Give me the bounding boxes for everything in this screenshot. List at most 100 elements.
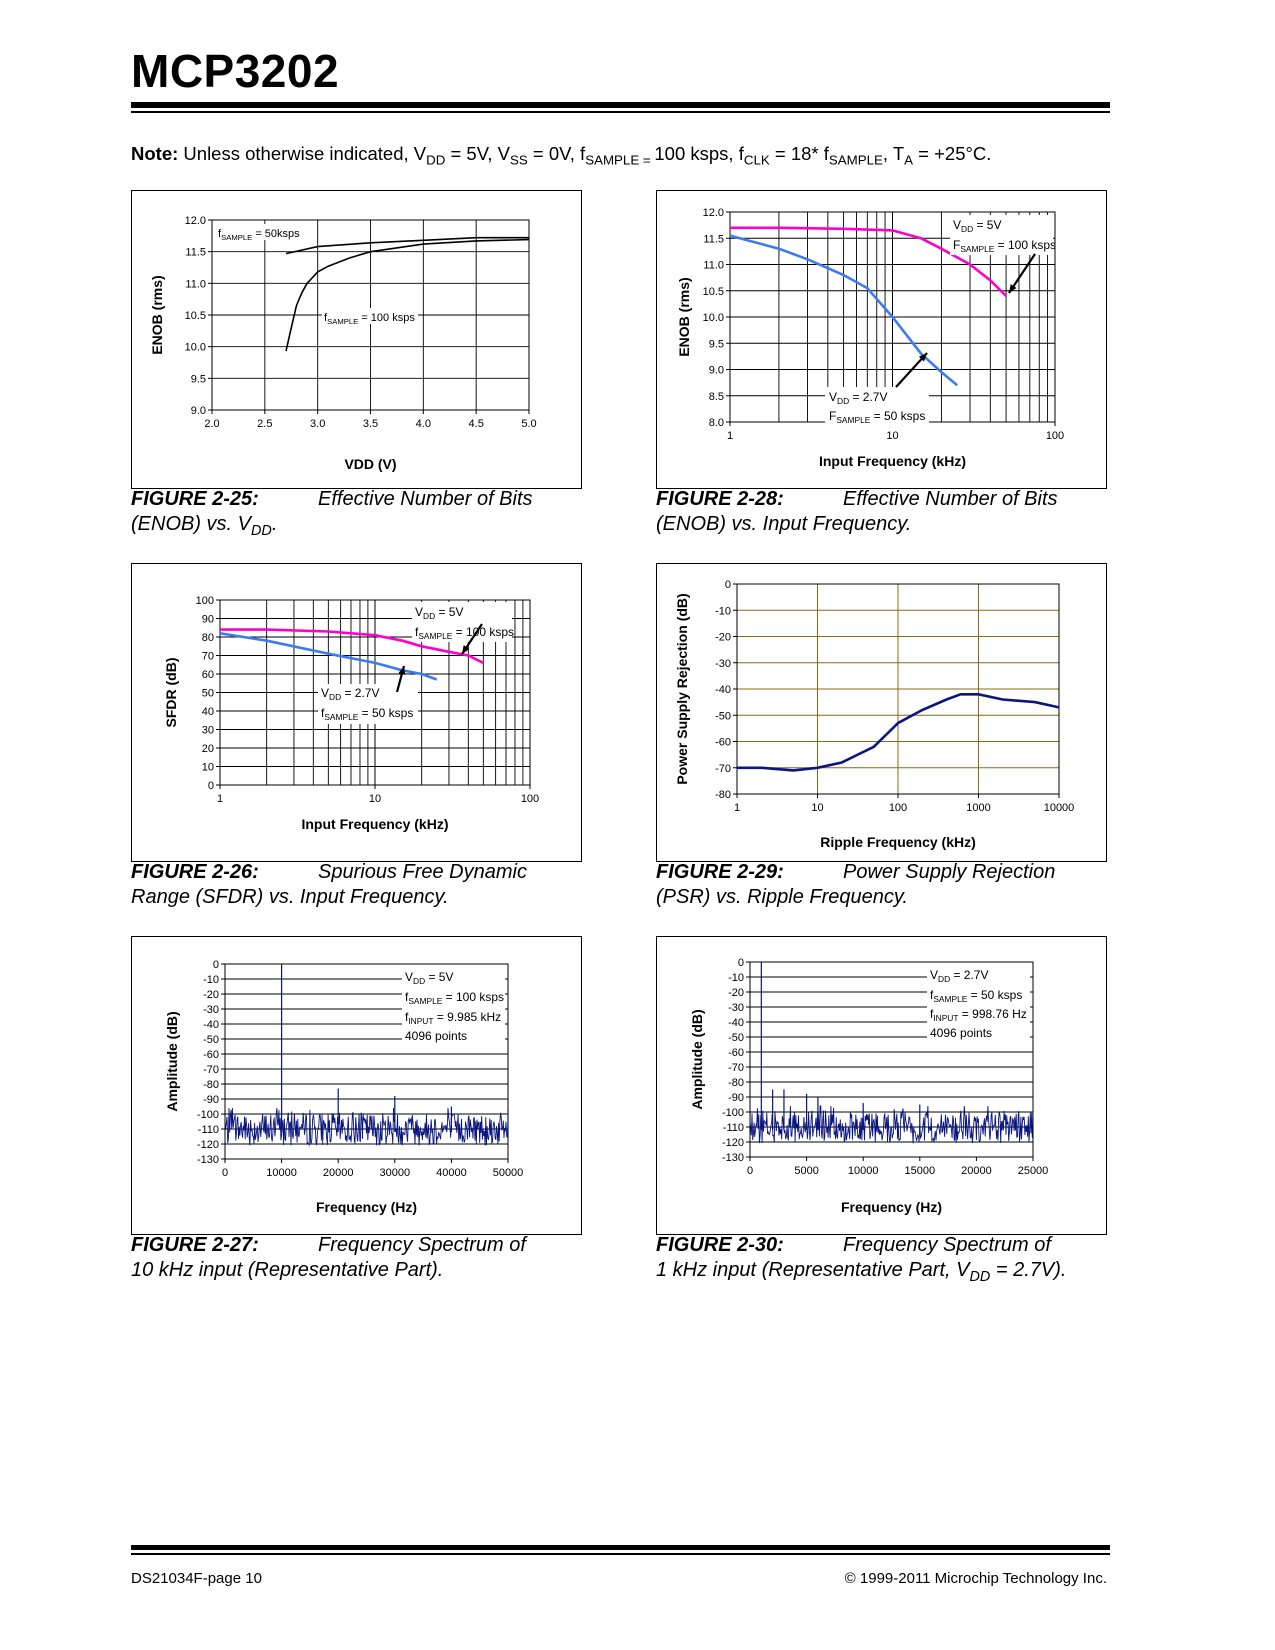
note-sub: SS: [509, 152, 528, 168]
label-background: [825, 387, 929, 427]
x-tick-label: 10: [811, 802, 823, 814]
y-tick-label: -130: [197, 1154, 219, 1166]
arrow-head: [918, 353, 927, 362]
plot-frame: [224, 963, 509, 1160]
x-tick-label: 10000: [848, 1165, 879, 1177]
figure-title: Effective Number of Bits: [843, 488, 1058, 510]
series-line: [730, 226, 1008, 297]
y-tick-label: 9.5: [709, 338, 724, 350]
header-rule-thin: [131, 111, 1110, 113]
x-tick-label: 10: [369, 793, 381, 805]
y-tick-label: 0: [213, 959, 219, 971]
caption-fig30: FIGURE 2-30: Frequency Spectrum of 1 kHz …: [656, 1233, 1116, 1290]
y-tick-label: 9.0: [191, 405, 206, 417]
note-text: = 0V, f: [527, 143, 586, 164]
label-background: [927, 965, 1030, 1041]
y-tick-label: -70: [203, 1064, 219, 1076]
y-tick-label: 10.0: [703, 312, 724, 324]
x-tick-label: 50000: [493, 1167, 524, 1179]
y-axis-title: Power Supply Rejection (dB): [674, 593, 690, 784]
plot-frame: [736, 583, 1060, 795]
chart-fig30-svg: 0 -10 -20 -30 -40 -50 -60 -70 -80 -90 -100 -110 -120…: [689, 957, 1048, 1215]
y-tick-label: 11.0: [185, 278, 206, 290]
x-tick-label: 2.5: [257, 418, 272, 430]
footer-copyright: © 1999-2011 Microchip Technology Inc.: [844, 1570, 1107, 1587]
figure-title-line2: (ENOB) vs. Input Frequency.: [656, 513, 912, 535]
y-tick-label: 40: [202, 706, 214, 718]
y-tick-label: -110: [723, 1122, 744, 1134]
annotation-points: 4096 points: [930, 1026, 992, 1040]
y-tick-label: 10.5: [703, 286, 724, 298]
figure-title-line2: Range (SFDR) vs. Input Frequency.: [131, 886, 449, 908]
x-tick-label: 2.0: [204, 418, 219, 430]
x-tick-label: 1: [734, 802, 740, 814]
chart-fig26: 100 90 80 70 60 50 40 30 20 10 0 1 10 100 Input Freque…: [131, 563, 582, 862]
figure-title-end: .: [271, 513, 278, 535]
chart-fig29-svg: 0 -10 -20 -30 -40 -50 -60 -70 -801 10 100 1000 10000…: [674, 579, 1074, 850]
y-tick-label: 12.0: [703, 207, 724, 219]
label-background: [318, 684, 418, 724]
y-axis-title: ENOB (rms): [149, 275, 165, 354]
annotation-finput: fINPUT = 998.76 Hz: [930, 1007, 1027, 1023]
label-background: [402, 967, 505, 1043]
plot-frame: [219, 599, 531, 786]
x-tick-label: 15000: [905, 1165, 936, 1177]
figure-number: FIGURE 2-30:: [656, 1234, 784, 1256]
chart-fig29: 0 -10 -20 -30 -40 -50 -60 -70 -80 1 10 100 1000 10000…: [656, 563, 1107, 862]
y-tick-label: 9.0: [709, 365, 724, 377]
y-tick-label: -90: [203, 1094, 219, 1106]
note-text: = +25°C.: [913, 143, 992, 164]
x-tick-label: 20000: [323, 1167, 354, 1179]
x-tick-label: 5000: [794, 1165, 818, 1177]
figure-title: Frequency Spectrum of: [318, 1234, 526, 1256]
note-sub: A: [904, 152, 914, 168]
figure-title-line2: 10 kHz input (Representative Part).: [131, 1259, 444, 1281]
note-text: = 18* f: [769, 143, 829, 164]
note-text: = 5V, V: [445, 143, 510, 164]
x-tick-label: 30000: [380, 1167, 411, 1179]
legend-50ksps: fSAMPLE = 50ksps: [218, 228, 300, 242]
y-tick-label: 50: [202, 688, 214, 700]
y-tick-label: -30: [728, 1002, 744, 1014]
series-line: [737, 693, 1060, 772]
x-tick-label: 1: [727, 430, 733, 442]
figure-title-line2: (PSR) vs. Ripple Frequency.: [656, 886, 908, 908]
y-tick-label: 11.5: [185, 247, 206, 259]
x-tick-label: 4.5: [469, 418, 484, 430]
series-line: [219, 632, 438, 681]
legend-vdd-2v7: VDD = 2.7V: [321, 686, 380, 702]
caption-fig26: FIGURE 2-26: Spurious Free Dynamic Range …: [131, 860, 591, 910]
caption-fig27: FIGURE 2-27: Frequency Spectrum of 10 kHz…: [131, 1233, 591, 1283]
y-tick-label: -80: [203, 1079, 219, 1091]
y-tick-label: -70: [715, 763, 731, 775]
y-tick-label: 80: [202, 632, 214, 644]
note-label: Note:: [131, 143, 179, 164]
y-tick-label: -40: [715, 684, 731, 696]
figure-number: FIGURE 2-28:: [656, 488, 784, 510]
y-tick-label: 8.5: [709, 391, 724, 403]
legend-50ksps: fSAMPLE = 50 ksps: [321, 706, 413, 722]
arrow-head: [462, 645, 470, 654]
y-tick-label: 60: [202, 669, 214, 681]
y-axis-title: Amplitude (dB): [689, 1009, 705, 1109]
y-tick-label: -30: [203, 1004, 219, 1016]
chart-fig25-svg: 12.0 11.5 11.0 10.5 10.0 9.5 9.02.0 2.5 3.0 3.5 4.…: [149, 215, 537, 472]
series-line: [729, 234, 959, 387]
y-tick-label: 30: [202, 725, 214, 737]
x-tick-label: 20000: [961, 1165, 992, 1177]
figure-number: FIGURE 2-29:: [656, 861, 784, 883]
y-tick-label: -130: [722, 1152, 744, 1164]
x-tick-label: 1: [217, 793, 223, 805]
x-tick-label: 4.0: [416, 418, 431, 430]
note-sub: CLK: [743, 152, 770, 168]
x-tick-label: 40000: [436, 1167, 467, 1179]
y-tick-label: 100: [196, 595, 214, 607]
caption-fig25: FIGURE 2-25: Effective Number of Bits (EN…: [131, 487, 591, 544]
y-tick-label: 0: [738, 957, 744, 969]
y-tick-label: 10: [202, 762, 214, 774]
figure-title: Power Supply Rejection: [843, 861, 1056, 883]
y-tick-label: 9.5: [191, 373, 206, 385]
x-tick-label: 5.0: [521, 418, 536, 430]
y-axis-title: SFDR (dB): [163, 658, 179, 728]
legend-100ksps: fSAMPLE = 100 ksps: [415, 625, 514, 641]
